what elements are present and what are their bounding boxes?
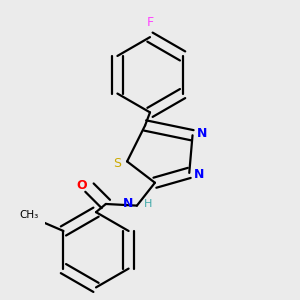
Text: N: N [197, 127, 208, 140]
Text: H: H [143, 199, 152, 209]
Text: S: S [113, 157, 121, 169]
Text: N: N [194, 168, 204, 181]
Text: CH₃: CH₃ [20, 210, 39, 220]
Text: N: N [123, 197, 133, 211]
Text: F: F [146, 16, 154, 29]
Text: O: O [76, 179, 87, 193]
